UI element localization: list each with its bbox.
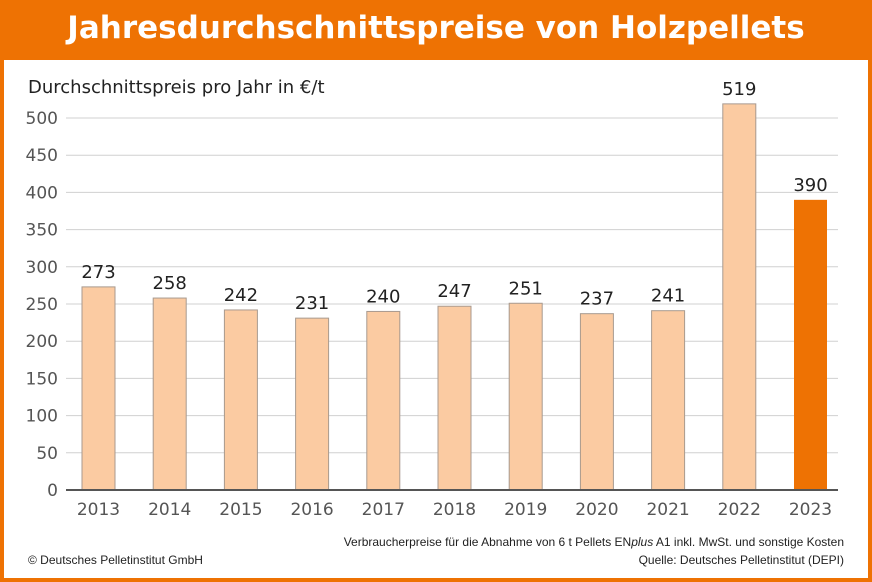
bar	[722, 103, 757, 491]
footnote-italic: plus	[631, 535, 654, 549]
y-tick-label: 150	[26, 369, 58, 389]
bar	[437, 305, 472, 491]
bar	[223, 309, 258, 491]
bar	[579, 313, 614, 491]
x-tick-label: 2020	[575, 500, 618, 520]
y-tick-label: 50	[36, 444, 58, 464]
bar	[794, 199, 827, 490]
data-label: 237	[580, 289, 614, 310]
data-label: 390	[793, 175, 827, 196]
data-label: 247	[437, 281, 471, 302]
x-tick-label: 2022	[718, 500, 761, 520]
y-tick-label: 450	[26, 146, 58, 166]
bar	[81, 286, 116, 491]
y-axis-label: Durchschnittspreis pro Jahr in €/t	[28, 77, 325, 98]
footnote: Verbraucherpreise für die Abnahme von 6 …	[344, 535, 844, 549]
data-label: 519	[722, 79, 756, 100]
x-tick-label: 2014	[148, 500, 191, 520]
chart-title: Jahresdurchschnittspreise von Holzpellet…	[0, 0, 872, 60]
y-tick-label: 0	[47, 481, 58, 501]
data-label: 241	[651, 286, 685, 307]
x-tick-label: 2013	[77, 500, 120, 520]
copyright: © Deutsches Pelletinstitut GmbH	[28, 553, 203, 567]
source: Quelle: Deutsches Pelletinstitut (DEPI)	[638, 553, 844, 567]
data-label: 242	[224, 285, 258, 306]
y-tick-label: 200	[26, 332, 58, 352]
x-tick-label: 2017	[362, 500, 405, 520]
data-label: 258	[153, 273, 187, 294]
x-tick-label: 2015	[219, 500, 262, 520]
y-tick-label: 400	[26, 183, 58, 203]
x-tick-label: 2018	[433, 500, 476, 520]
y-tick-label: 250	[26, 295, 58, 315]
data-label: 251	[509, 278, 543, 299]
footnote-prefix: Verbraucherpreise für die Abnahme von 6 …	[343, 535, 632, 549]
x-tick-label: 2019	[504, 500, 547, 520]
bar	[508, 302, 543, 491]
x-tick-label: 2023	[789, 500, 832, 520]
bar	[295, 317, 330, 491]
footnote-suffix: A1 inkl. MwSt. und sonstige Kosten	[653, 535, 844, 549]
y-tick-label: 350	[26, 221, 58, 241]
y-tick-label: 500	[26, 109, 58, 129]
x-tick-label: 2016	[290, 500, 333, 520]
data-label: 273	[81, 262, 115, 283]
bar	[366, 310, 401, 491]
bar	[152, 297, 187, 491]
y-tick-label: 300	[26, 258, 58, 278]
bar	[651, 310, 686, 491]
y-tick-label: 100	[26, 407, 58, 427]
data-label: 231	[295, 293, 329, 314]
data-label: 240	[366, 286, 400, 307]
x-tick-label: 2021	[646, 500, 689, 520]
